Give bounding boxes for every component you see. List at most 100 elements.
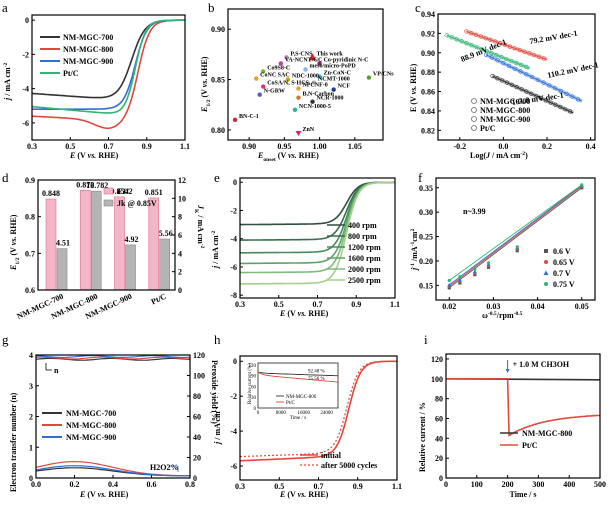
data-point [519,87,524,92]
data-point [529,91,534,96]
data-point [522,49,527,54]
x-tick-label: 0.95 [277,142,291,151]
y-axis-label: j-1 /mA-1cm2 [410,229,419,272]
legend-label: 0.65 V [553,258,575,267]
x-tick-label: 0.5 [274,300,284,309]
point-marker [303,67,308,72]
data-point [449,35,454,40]
data-point [535,77,540,82]
data-point [543,98,548,103]
data-point [469,43,474,48]
x-tick-label: 0.7 [314,482,324,491]
y-tick-label: 0 [233,178,237,187]
x-tick-label: 0.9 [353,482,363,491]
legend-label: 2500 rpm [348,276,381,285]
panel-letter: g [2,332,9,347]
data-point [504,56,509,62]
point-marker [278,61,284,66]
y-tick-label: 3 [29,382,33,391]
x-tick-label: 0.9 [351,300,361,309]
data-point [502,42,508,48]
data-point [518,69,523,74]
legend-swatch [544,260,548,264]
legend-label: Pt/C [522,441,538,450]
x-tick-label: 0.0 [498,142,508,151]
bar-jk [56,248,68,291]
data-point [458,274,462,279]
category-label: Pt/C [150,292,168,307]
y-tick-label: 0 [25,16,29,25]
x-tick-label: 0.04 [531,302,545,311]
n-line-NM-MGC-800 [35,356,191,360]
x-tick-label: 0 [444,480,448,489]
data-point [524,72,529,77]
fit-line [466,30,548,61]
panel-a-frame [31,14,186,141]
x-tick-label: 0.5 [274,482,284,491]
panel-d-frame [37,179,176,291]
data-point [484,49,489,54]
x-axis-label: E (V vs. RHE) [279,490,329,499]
data-point [536,54,542,59]
data-point [547,83,552,88]
panel-f: 0.02 0.03 0.04 0.05 0.15 0.20 0.25 0.30 0.35 n~3.… [410,183,589,320]
x-tick-label: 0.03 [486,302,500,311]
inset-label: 75.56 % [308,377,325,382]
y-tick-label: 20 [193,454,201,463]
y-tick-label: 40 [435,434,443,443]
y-tick-label: 0 [193,474,197,483]
data-label: 0.851 [145,188,163,197]
data-point [514,60,519,66]
data-point [457,277,462,282]
panel-letter: d [2,170,9,185]
y-tick-label: 10 [178,194,186,203]
point-label: BN-C-1 [239,114,259,120]
x-tick-label: 100 [471,480,483,489]
panel-f-frame [435,177,596,301]
point-marker [366,75,372,80]
data-label: 5.56 [159,229,173,238]
y-tick-label: 0.30 [419,208,433,217]
y-tick-label: -4 [230,427,237,436]
legend-label: NM-MGC-700 [66,409,116,418]
inset-y-label: Relative current (%) [248,363,253,404]
data-point [558,88,563,94]
arrow-n [45,363,52,371]
y-tick-label: 0.90 [421,49,435,58]
point-label: VA-NCNT/GC [285,57,323,63]
data-point [580,183,584,187]
annotation-h2o2: H2O2% [150,463,178,472]
annotation: n~3.99 [463,207,486,216]
data-point [464,29,469,34]
data-point [564,91,569,96]
legend-label: Pt/C [63,69,79,78]
y-tick-label: 0 [178,286,182,295]
point-marker [295,130,302,136]
y-tick-label: 40 [193,433,201,442]
data-point [483,36,488,41]
y-tick-label: 0.90 [211,25,225,34]
data-point [501,60,506,66]
bar-e12 [45,198,57,291]
x-tick-label: 0.3 [235,482,245,491]
inset-x-tick: 0 [257,411,260,416]
y-tick-label: 2 [29,413,33,422]
y-tick-label: -8 [230,291,237,300]
data-point [495,58,500,63]
data-point [519,62,524,68]
tafel-label: 79.2 mV dec-1 [529,29,578,46]
y-tick-label: 20 [435,454,443,463]
x-tick-label: 0.90 [242,142,256,151]
legend-label: NM-MGC-900 [480,115,530,124]
series-line-Pt/C [31,19,185,114]
x-tick-label: 0.2 [542,142,552,151]
legend-label: NM-MGC-800 [522,429,572,438]
panel-letter: i [424,332,428,347]
point-marker [310,99,315,104]
bar-e12 [148,197,160,291]
legend-swatch [544,282,548,286]
x-tick-label: 1.1 [180,142,190,151]
data-label: 0.872 [76,180,94,189]
legend-label: after 5000 cycles [321,461,377,470]
data-point [489,55,494,60]
